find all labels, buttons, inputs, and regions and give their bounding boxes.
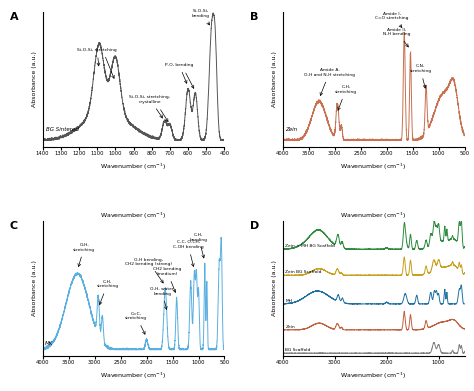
- Y-axis label: Absorbance (a.u.): Absorbance (a.u.): [32, 51, 37, 107]
- Text: Si-O-Si, stretching: Si-O-Si, stretching: [77, 48, 117, 66]
- X-axis label: Wavenumber (cm$^{-1}$): Wavenumber (cm$^{-1}$): [100, 161, 167, 172]
- Text: C-H,
stretching: C-H, stretching: [335, 85, 357, 110]
- Text: BG Sintered: BG Sintered: [46, 127, 79, 132]
- Text: P-O, bending: P-O, bending: [165, 63, 193, 83]
- Y-axis label: Absorbance (a.u.): Absorbance (a.u.): [32, 260, 37, 316]
- Text: Amide A,
O-H and N-H stretching: Amide A, O-H and N-H stretching: [304, 68, 355, 95]
- Text: MK: MK: [45, 341, 54, 346]
- Text: Zein: Zein: [285, 127, 297, 132]
- Text: BG Scaffold: BG Scaffold: [285, 348, 310, 352]
- Title: Wavenumber (cm$^{-1}$): Wavenumber (cm$^{-1}$): [340, 211, 407, 221]
- Text: Amide II,
N-H bending: Amide II, N-H bending: [383, 28, 411, 47]
- Text: C-C, O-CH,
C-OH bending: C-C, O-CH, C-OH bending: [173, 240, 203, 267]
- Text: Si-O-Si,
bending: Si-O-Si, bending: [192, 9, 210, 25]
- Text: Zein: Zein: [285, 325, 295, 328]
- Text: Zein + MH BG Scaffold: Zein + MH BG Scaffold: [285, 244, 335, 248]
- Text: Amide I,
C=O stretching: Amide I, C=O stretching: [375, 12, 409, 27]
- Text: C-H,
bending: C-H, bending: [190, 233, 208, 258]
- Title: Wavenumber (cm$^{-1}$): Wavenumber (cm$^{-1}$): [100, 211, 167, 221]
- Text: O-H,
stretching: O-H, stretching: [73, 243, 95, 267]
- Text: D: D: [250, 221, 259, 231]
- Text: Si-O-Si, stretching,
crystalline: Si-O-Si, stretching, crystalline: [129, 95, 171, 118]
- Text: MH: MH: [285, 299, 292, 303]
- X-axis label: Wavenumber (cm$^{-1}$): Wavenumber (cm$^{-1}$): [340, 161, 407, 172]
- Text: C-H,
stretching: C-H, stretching: [97, 280, 118, 305]
- Text: Zein BG Scaffold: Zein BG Scaffold: [285, 270, 322, 274]
- Text: O-H, water
bending: O-H, water bending: [150, 287, 174, 309]
- X-axis label: Wavenumber (cm$^{-1}$): Wavenumber (cm$^{-1}$): [100, 371, 167, 381]
- Text: CH2 bending
(medium): CH2 bending (medium): [153, 267, 182, 292]
- Text: C-N,
stretching: C-N, stretching: [409, 65, 431, 88]
- Text: B: B: [250, 12, 258, 22]
- X-axis label: Wavenumber (cm$^{-1}$): Wavenumber (cm$^{-1}$): [340, 371, 407, 381]
- Y-axis label: Absorbance (a.u.): Absorbance (a.u.): [272, 51, 277, 107]
- Text: O-H bending,
CH2 bending (strong): O-H bending, CH2 bending (strong): [125, 258, 172, 283]
- Text: C: C: [10, 221, 18, 231]
- Y-axis label: Absorbance (a.u.): Absorbance (a.u.): [272, 260, 277, 316]
- Text: C=C,
stretching: C=C, stretching: [125, 312, 147, 334]
- Text: A: A: [10, 12, 18, 22]
